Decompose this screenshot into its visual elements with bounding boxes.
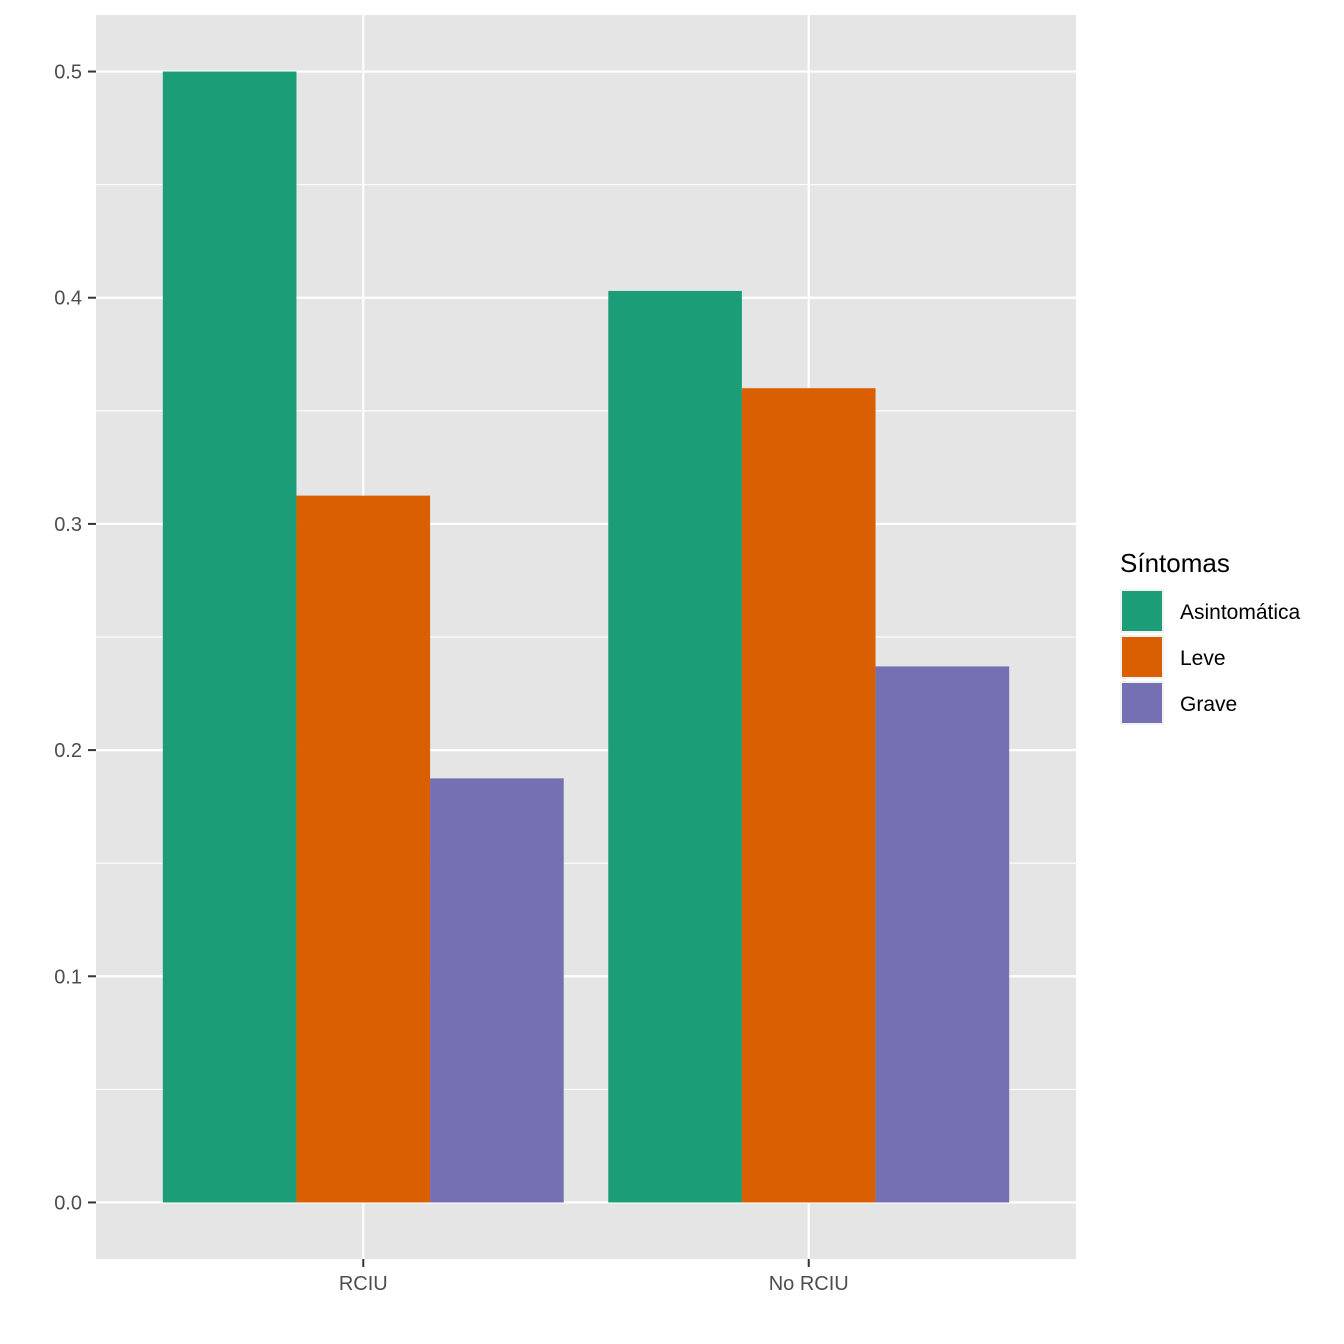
legend-key-swatch — [1122, 683, 1162, 723]
bar-leve-rciu — [296, 495, 431, 1203]
legend-title: Síntomas — [1120, 548, 1230, 578]
y-tick-label: 0.1 — [54, 966, 82, 988]
y-axis: 0.0 0.1 0.2 0.3 0.4 0.5 — [54, 62, 96, 1214]
x-tick-label: No RCIU — [769, 1273, 849, 1295]
x-tick-label: RCIU — [339, 1273, 388, 1295]
bar-asintomática-no-rciu — [608, 290, 742, 1203]
legend-key-swatch — [1122, 637, 1162, 677]
bars — [162, 71, 1010, 1203]
legend-label: Leve — [1180, 647, 1226, 670]
legend-key-swatch — [1122, 591, 1162, 631]
bar-grave-rciu — [430, 778, 564, 1203]
y-tick-label: 0.3 — [54, 514, 82, 536]
y-tick-label: 0.0 — [54, 1192, 82, 1214]
bar-leve-no-rciu — [741, 388, 876, 1203]
legend-label: Grave — [1180, 693, 1237, 716]
bar-asintomática-rciu — [162, 71, 297, 1203]
legend: Síntomas Asintomática Leve Grave — [1120, 548, 1301, 725]
legend-label: Asintomática — [1180, 601, 1301, 624]
y-tick-label: 0.2 — [54, 740, 82, 762]
bar-grave-no-rciu — [875, 666, 1010, 1203]
x-axis: RCIU No RCIU — [339, 1259, 849, 1295]
y-tick-label: 0.4 — [54, 288, 82, 310]
y-tick-label: 0.5 — [54, 62, 82, 84]
